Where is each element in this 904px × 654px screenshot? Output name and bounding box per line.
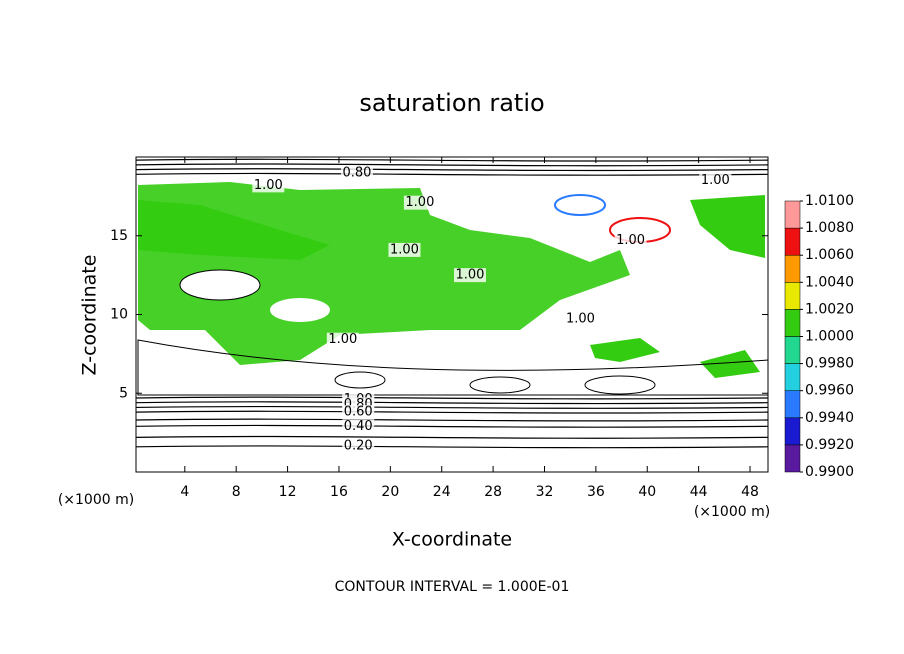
x-tick-label: 32 xyxy=(536,484,554,500)
contour-label: 0.60 xyxy=(344,405,373,420)
colorbar-swatch xyxy=(784,309,801,337)
contour-label: 1.00 xyxy=(566,312,595,327)
x-axis-label: X-coordinate xyxy=(392,529,512,551)
colorbar-label: 1.0040 xyxy=(805,274,854,290)
y-tick-label: 15 xyxy=(110,228,128,244)
annotation-bg xyxy=(342,439,375,454)
contour-label: 1.00 xyxy=(405,195,434,210)
colorbar-label: 1.0100 xyxy=(805,193,854,209)
chart-title: saturation ratio xyxy=(359,89,544,117)
contour-label: 1.00 xyxy=(328,332,357,347)
contour-line xyxy=(135,172,769,176)
contour-label: 1.00 xyxy=(616,233,645,248)
annotation-bg xyxy=(453,268,486,283)
y-unit: (×1000 m) xyxy=(58,492,134,508)
colorbar-label: 1.0020 xyxy=(805,301,854,317)
colorbar-swatch xyxy=(784,363,801,391)
contour-line xyxy=(135,445,769,449)
annotation-bg xyxy=(252,178,285,193)
x-tick-label: 20 xyxy=(381,484,399,500)
contour-label: 1.00 xyxy=(456,268,485,283)
contour-label: 0.20 xyxy=(344,439,373,454)
contour-label: 0.80 xyxy=(342,165,371,180)
contour-label: 1.00 xyxy=(701,173,730,188)
x-tick-label: 24 xyxy=(433,484,451,500)
contour-line xyxy=(135,163,769,167)
contour-line xyxy=(135,405,769,409)
annotation-bg xyxy=(342,419,375,434)
colorbar-swatch xyxy=(784,282,801,310)
field-fill xyxy=(137,182,769,396)
annotation-bg xyxy=(326,332,359,347)
y-tick-label: 5 xyxy=(119,385,128,401)
colorbar-label: 0.9900 xyxy=(805,464,854,480)
contour-line xyxy=(135,158,769,162)
annotation-bg xyxy=(614,233,647,248)
colorbar-swatch xyxy=(784,336,801,364)
colorbar-label: 0.9920 xyxy=(805,437,854,453)
annotation-bg xyxy=(699,173,732,188)
contour-label: 1.00 xyxy=(390,242,419,257)
contour-line xyxy=(135,168,769,172)
contour-line xyxy=(135,401,769,405)
colorbar-swatch xyxy=(784,227,801,256)
x-unit: (×1000 m) xyxy=(694,504,770,520)
footnote: CONTOUR INTERVAL = 1.000E-01 xyxy=(335,579,570,595)
colorbar-label: 0.9960 xyxy=(805,383,854,399)
colorbar-label: 0.9940 xyxy=(805,410,854,426)
y-tick-label: 10 xyxy=(110,307,128,323)
annotation-bg xyxy=(342,405,375,420)
colorbar-label: 1.0080 xyxy=(805,220,854,236)
y-axis-label: Z-coordinate xyxy=(79,255,101,376)
annotation-bg xyxy=(564,312,597,327)
contour-label: 0.40 xyxy=(344,419,373,434)
contour-label: 1.00 xyxy=(254,178,283,193)
x-tick-label: 16 xyxy=(330,484,348,500)
x-tick-label: 8 xyxy=(232,484,241,500)
x-tick-label: 44 xyxy=(690,484,708,500)
x-tick-label: 40 xyxy=(638,484,656,500)
colorbar-swatch xyxy=(784,444,801,473)
x-tick-label: 4 xyxy=(180,484,189,500)
contour-line xyxy=(135,418,769,422)
x-tick-label: 28 xyxy=(484,484,502,500)
contour-line xyxy=(135,435,769,439)
x-tick-label: 12 xyxy=(279,484,297,500)
colorbar-swatch xyxy=(784,417,801,446)
colorbar-label: 0.9980 xyxy=(805,356,854,372)
contour-line xyxy=(135,424,769,428)
colorbar-swatch xyxy=(784,254,801,283)
annotation-bg xyxy=(388,242,421,257)
colorbar-label: 1.0060 xyxy=(805,247,854,263)
x-tick-label: 36 xyxy=(587,484,605,500)
colorbar-label: 1.0000 xyxy=(805,329,854,345)
annotation-bg xyxy=(340,165,373,180)
colorbar-swatch xyxy=(784,390,801,419)
x-tick-label: 48 xyxy=(741,484,759,500)
colorbar-swatch xyxy=(784,200,801,229)
contour-line xyxy=(135,396,769,400)
annotation-bg xyxy=(403,195,436,210)
contour-line xyxy=(135,410,769,414)
